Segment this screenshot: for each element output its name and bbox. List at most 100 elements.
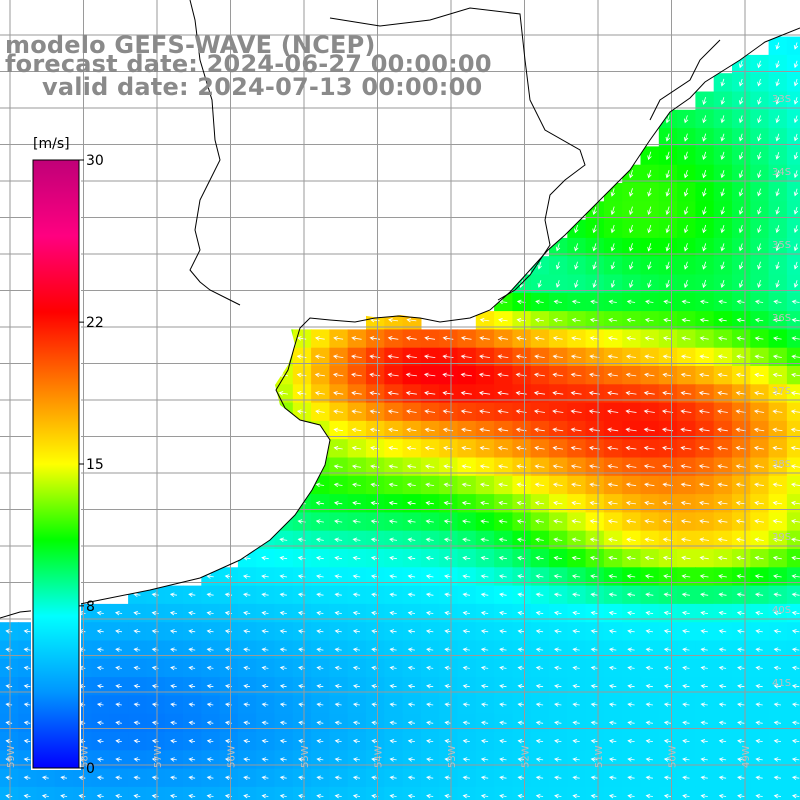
wind-arrow (572, 720, 580, 726)
colorbar-tick-label: 0 (86, 761, 95, 777)
wind-arrow (755, 793, 763, 799)
wind-arrow (497, 445, 508, 451)
wind-arrow (461, 427, 472, 433)
wind-arrow (699, 537, 710, 542)
wind-arrow (610, 279, 616, 289)
wind-arrow (699, 372, 710, 378)
wind-arrow (535, 610, 544, 616)
wind-arrow (96, 702, 104, 707)
wind-arrow (698, 464, 710, 469)
wind-arrow (425, 555, 434, 561)
wind-arrow (607, 354, 618, 359)
wind-arrow (790, 427, 800, 433)
longitude-label: 51W (594, 745, 605, 768)
wind-arrow (644, 336, 654, 341)
wind-arrow (698, 427, 710, 433)
wind-arrow (590, 738, 599, 744)
wind-arrow (188, 702, 196, 707)
wind-arrow (772, 354, 782, 360)
wind-arrow (665, 188, 670, 197)
wind-arrow (790, 409, 800, 414)
wind-arrow (389, 720, 397, 726)
wind-arrow (699, 574, 709, 579)
wind-arrow (426, 720, 434, 726)
wind-arrow (571, 299, 581, 305)
wind-arrow (60, 793, 68, 799)
wind-arrow (426, 738, 434, 744)
wind-arrow (683, 279, 689, 289)
wind-arrow (351, 409, 362, 414)
wind-arrow (407, 610, 416, 616)
wind-arrow (23, 647, 31, 652)
wind-arrow (426, 665, 434, 671)
wind-arrow (188, 738, 196, 744)
wind-arrow (352, 738, 360, 744)
wind-arrow (702, 224, 707, 234)
wind-arrow (261, 647, 269, 652)
wind-arrow (682, 702, 690, 707)
wind-arrow (480, 519, 489, 524)
wind-arrow (479, 464, 490, 469)
wind-arrow (793, 60, 799, 69)
wind-arrow (316, 647, 324, 652)
wind-arrow (772, 445, 783, 451)
wind-arrow (96, 629, 104, 634)
wind-arrow (406, 482, 416, 488)
wind-arrow (645, 738, 653, 744)
wind-arrow (610, 224, 616, 234)
wind-arrow (662, 519, 673, 524)
wind-arrow (424, 427, 435, 433)
wind-arrow (407, 702, 415, 707)
wind-arrow (738, 60, 744, 69)
wind-arrow (680, 427, 692, 433)
wind-arrow (644, 354, 655, 359)
wind-arrow (773, 629, 782, 634)
wind-arrow (462, 665, 470, 671)
wind-arrow (480, 775, 489, 781)
wind-arrow (738, 97, 744, 105)
wind-cell (237, 786, 257, 800)
wind-arrow (626, 299, 636, 305)
wind-arrow (700, 592, 709, 597)
wind-arrow (517, 574, 526, 579)
wind-arrow (424, 409, 436, 414)
wind-arrow (352, 720, 360, 726)
wind-arrow (735, 445, 747, 451)
wind-arrow (754, 336, 764, 341)
wind-arrow (405, 336, 417, 341)
wind-arrow (791, 299, 800, 305)
wind-arrow (242, 592, 251, 598)
wind-arrow (720, 279, 725, 288)
wind-arrow (188, 665, 196, 671)
wind-arrow (206, 629, 214, 634)
wind-arrow (78, 775, 86, 781)
wind-arrow (243, 757, 251, 762)
latitude-label: 40S (772, 605, 791, 616)
wind-arrow (352, 537, 361, 543)
wind-arrow (720, 188, 725, 197)
wind-arrow (772, 500, 783, 506)
wind-cell (786, 201, 800, 221)
wind-arrow (96, 720, 104, 726)
wind-arrow (479, 445, 490, 451)
wind-arrow (681, 317, 691, 323)
wind-arrow (535, 629, 544, 634)
wind-arrow (554, 702, 562, 707)
wind-arrow (333, 391, 344, 396)
wind-arrow (773, 647, 782, 652)
wind-arrow (96, 610, 104, 616)
wind-arrow (316, 574, 324, 579)
wind-arrow (206, 665, 214, 671)
wind-arrow (718, 610, 727, 616)
wind-arrow (387, 372, 399, 378)
wind-arrow (554, 720, 562, 726)
wind-arrow (279, 629, 287, 634)
wind-arrow (738, 133, 744, 142)
wind-arrow (735, 372, 746, 378)
wind-arrow (629, 279, 634, 288)
wind-arrow (571, 537, 581, 543)
wind-arrow (553, 610, 562, 616)
wind-arrow (738, 115, 744, 124)
wind-arrow (170, 775, 177, 781)
wind-arrow (626, 555, 636, 561)
